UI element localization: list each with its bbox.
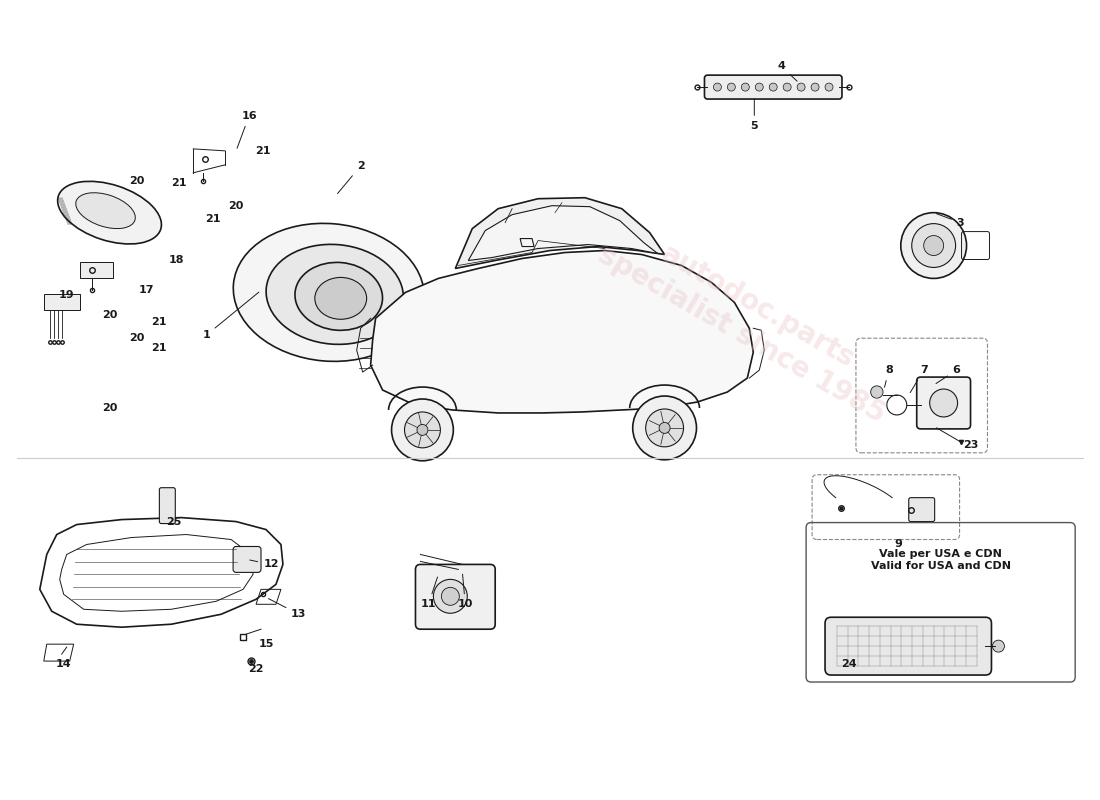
Text: 12: 12 <box>250 559 278 570</box>
Text: 15: 15 <box>258 639 274 649</box>
Text: 6: 6 <box>936 365 960 383</box>
Polygon shape <box>371 250 754 413</box>
Ellipse shape <box>233 223 425 362</box>
Ellipse shape <box>315 278 366 319</box>
Circle shape <box>924 235 944 255</box>
Circle shape <box>783 83 791 91</box>
FancyBboxPatch shape <box>233 546 261 572</box>
Circle shape <box>727 83 736 91</box>
FancyBboxPatch shape <box>160 488 175 523</box>
Circle shape <box>392 399 453 461</box>
Text: 19: 19 <box>59 290 75 300</box>
FancyBboxPatch shape <box>825 618 991 675</box>
FancyBboxPatch shape <box>44 294 79 310</box>
Text: 16: 16 <box>238 111 257 148</box>
Text: 20: 20 <box>129 334 144 343</box>
Ellipse shape <box>266 244 404 344</box>
Circle shape <box>741 83 749 91</box>
Text: 21: 21 <box>152 318 167 327</box>
Text: 2: 2 <box>338 161 364 194</box>
Text: 24: 24 <box>842 659 857 669</box>
Circle shape <box>632 396 696 460</box>
Text: 21: 21 <box>152 343 167 353</box>
Circle shape <box>930 389 958 417</box>
Circle shape <box>798 83 805 91</box>
Text: Vale per USA e CDN
Valid for USA and CDN: Vale per USA e CDN Valid for USA and CDN <box>870 550 1011 571</box>
Circle shape <box>912 224 956 267</box>
Text: 21: 21 <box>206 214 221 224</box>
Circle shape <box>646 409 683 447</box>
Text: 18: 18 <box>168 255 184 266</box>
Text: 1: 1 <box>202 292 258 340</box>
Text: 23: 23 <box>962 440 978 450</box>
Text: 13: 13 <box>268 598 307 619</box>
Circle shape <box>769 83 778 91</box>
Ellipse shape <box>295 262 383 330</box>
Text: 21: 21 <box>172 178 187 188</box>
Circle shape <box>433 579 468 614</box>
FancyBboxPatch shape <box>416 565 495 630</box>
Circle shape <box>441 587 460 606</box>
FancyBboxPatch shape <box>704 75 842 99</box>
Circle shape <box>756 83 763 91</box>
Circle shape <box>405 412 440 448</box>
Circle shape <box>417 425 428 435</box>
Text: 21: 21 <box>255 146 271 156</box>
FancyBboxPatch shape <box>916 377 970 429</box>
Circle shape <box>659 422 670 434</box>
Text: 10: 10 <box>458 574 473 610</box>
Text: 14: 14 <box>56 659 72 669</box>
Ellipse shape <box>76 193 135 229</box>
Circle shape <box>811 83 819 91</box>
Text: 8: 8 <box>884 365 893 387</box>
Circle shape <box>992 640 1004 652</box>
Circle shape <box>871 386 883 398</box>
Text: autodoc.parts
specialist since 1985: autodoc.parts specialist since 1985 <box>593 212 906 428</box>
Polygon shape <box>469 206 658 261</box>
Circle shape <box>825 83 833 91</box>
Text: 20: 20 <box>102 310 118 320</box>
Text: 3: 3 <box>936 214 965 228</box>
Text: 25: 25 <box>166 517 182 526</box>
Circle shape <box>714 83 722 91</box>
Text: 11: 11 <box>420 577 438 610</box>
Text: 20: 20 <box>129 176 144 186</box>
Text: 22: 22 <box>249 664 264 674</box>
Text: 20: 20 <box>229 201 244 210</box>
Text: 7: 7 <box>910 365 927 393</box>
Polygon shape <box>455 198 664 269</box>
Ellipse shape <box>57 182 162 244</box>
Text: 4: 4 <box>778 61 798 81</box>
Text: 20: 20 <box>102 403 118 413</box>
FancyBboxPatch shape <box>909 498 935 522</box>
Text: 9: 9 <box>894 539 903 550</box>
Text: 5: 5 <box>750 99 758 131</box>
FancyBboxPatch shape <box>79 262 112 278</box>
Circle shape <box>901 213 967 278</box>
Text: 17: 17 <box>139 286 154 295</box>
